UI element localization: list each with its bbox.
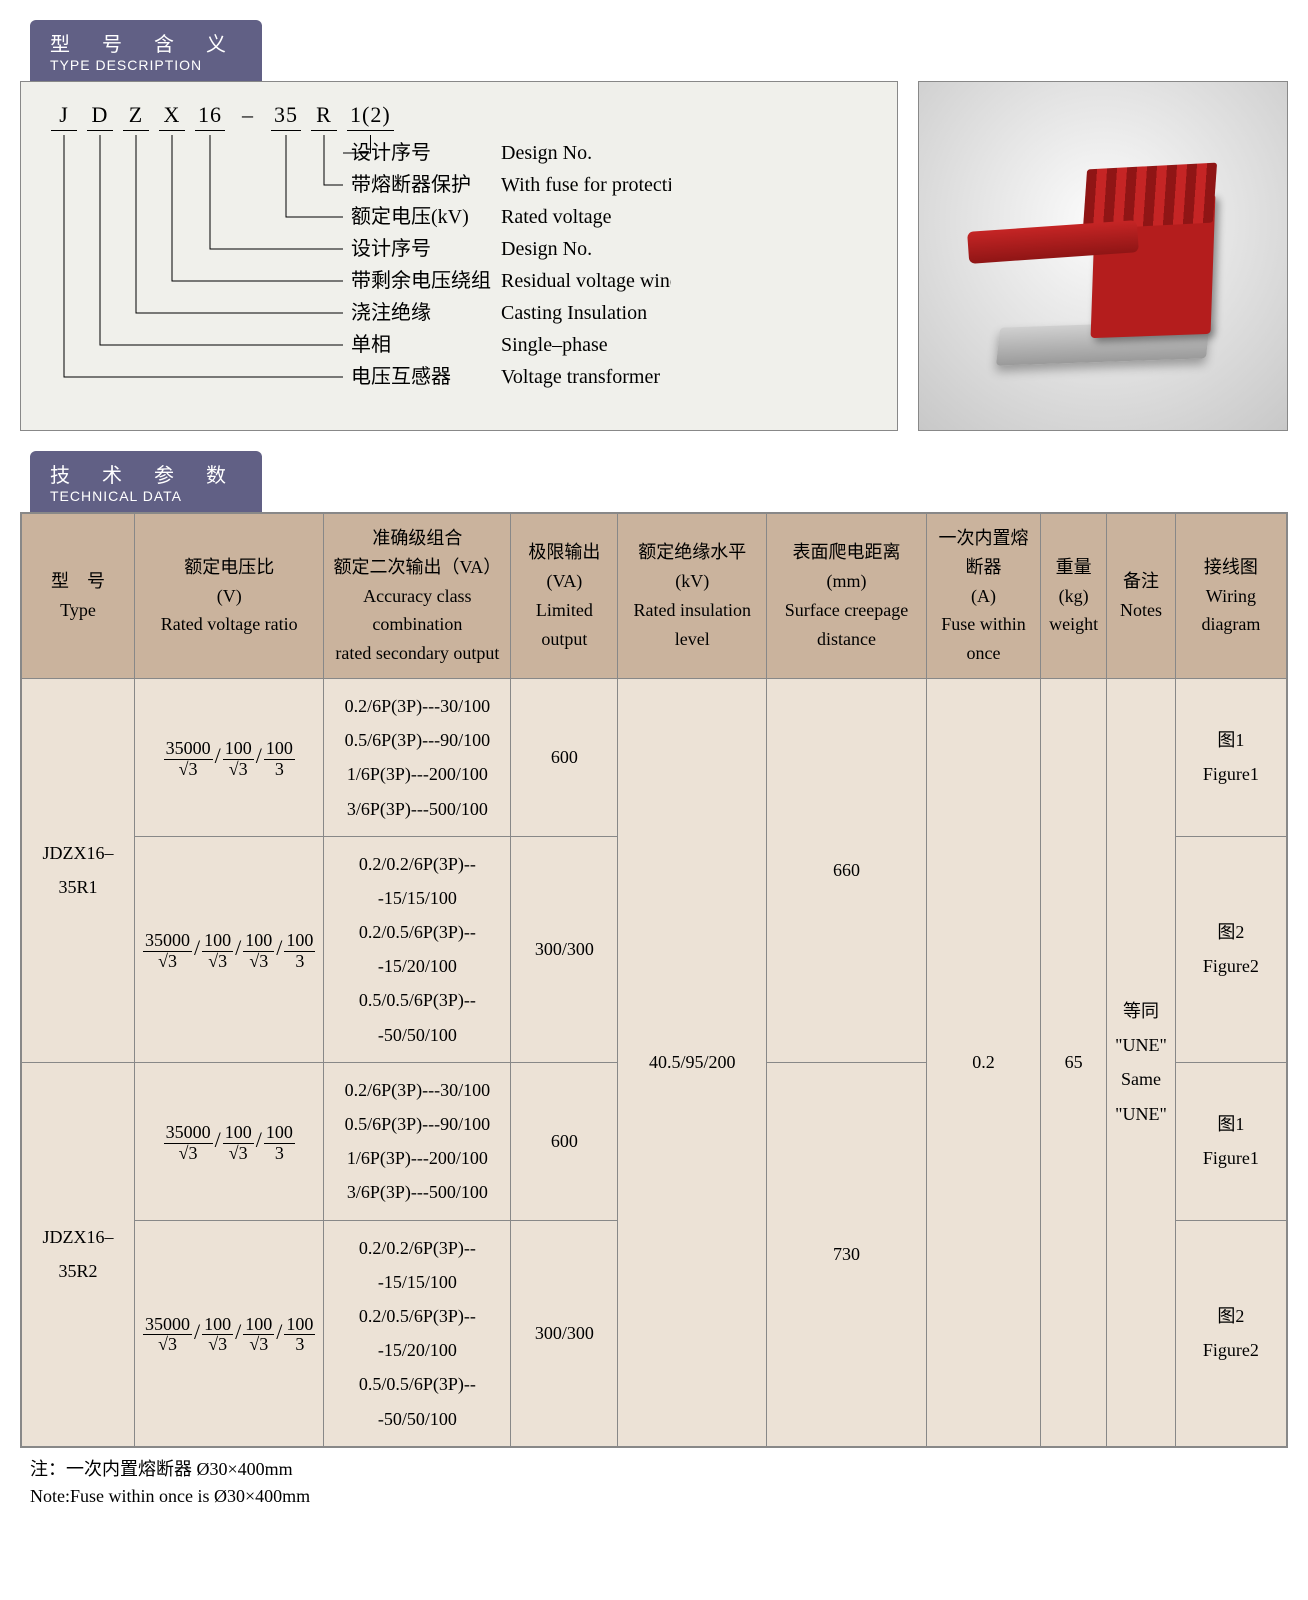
limited-cell: 300/300 (511, 836, 618, 1062)
svg-text:设计序号: 设计序号 (351, 237, 431, 260)
svg-text:With fuse for protection: With fuse for protection (501, 174, 671, 196)
table-header-cell: 一次内置熔断器(A)Fuse within once (926, 513, 1040, 678)
table-body: JDZX16–35R135000√3/100√3/10030.2/6P(3P)-… (21, 678, 1287, 1446)
code-segment: 35 (271, 102, 301, 131)
insulation-cell: 40.5/95/200 (618, 678, 767, 1446)
table-header-cell: 极限输出(VA)Limited output (511, 513, 618, 678)
wiring-cell: 图1Figure1 (1175, 678, 1287, 836)
technical-data-table: 型 号Type额定电压比(V)Rated voltage ratio准确级组合额… (20, 512, 1288, 1448)
svg-text:Voltage transformer: Voltage transformer (501, 366, 660, 388)
type-description-box: JDZX 16–35 R 1(2) 设计序号 Design No. 带熔断器保护 With … (20, 81, 898, 431)
table-row: JDZX16–35R135000√3/100√3/10030.2/6P(3P)-… (21, 678, 1287, 836)
fuse-cell: 0.2 (926, 678, 1040, 1446)
accuracy-cell: 0.2/6P(3P)---30/1000.5/6P(3P)---90/1001/… (324, 678, 511, 836)
wiring-cell: 图2Figure2 (1175, 836, 1287, 1062)
type-code-row: JDZX 16–35 R 1(2) (51, 102, 872, 131)
accuracy-cell: 0.2/0.2/6P(3P)---15/15/1000.2/0.5/6P(3P)… (324, 836, 511, 1062)
heading-cn: 技 术 参 数 (50, 465, 232, 487)
table-header-cell: 准确级组合额定二次输出（VA）Accuracy class combinatio… (324, 513, 511, 678)
creepage-cell: 660 (767, 678, 927, 1062)
top-row: JDZX 16–35 R 1(2) 设计序号 Design No. 带熔断器保护 With … (20, 81, 1288, 431)
table-header-cell: 型 号Type (21, 513, 135, 678)
ratio-cell: 35000√3/100√3/100√3/1003 (135, 1220, 324, 1447)
heading-en: TECHNICAL DATA (50, 488, 232, 504)
footnote: 注：一次内置熔断器 Ø30×400mm Note:Fuse within onc… (30, 1456, 1288, 1510)
svg-text:带熔断器保护: 带熔断器保护 (351, 173, 471, 196)
ratio-cell: 35000√3/100√3/1003 (135, 1062, 324, 1220)
svg-text:Design No.: Design No. (501, 142, 592, 164)
table-header-cell: 额定电压比(V)Rated voltage ratio (135, 513, 324, 678)
code-segment: 1(2) (347, 102, 394, 131)
ratio-cell: 35000√3/100√3/1003 (135, 678, 324, 836)
table-header-cell: 表面爬电距离(mm)Surface creepage distance (767, 513, 927, 678)
table-header-cell: 备注Notes (1107, 513, 1176, 678)
footnote-en: Note:Fuse within once is Ø30×400mm (30, 1483, 1288, 1510)
limited-cell: 300/300 (511, 1220, 618, 1447)
svg-text:电压互感器: 电压互感器 (351, 365, 451, 388)
notes-cell: 等同"UNE"Same"UNE" (1107, 678, 1176, 1446)
bracket-diagram: 设计序号 Design No. 带熔断器保护 With fuse for protec… (51, 135, 671, 405)
code-segment: R (311, 102, 337, 131)
code-segment: D (87, 102, 113, 131)
wiring-cell: 图1Figure1 (1175, 1062, 1287, 1220)
svg-text:带剩余电压绕组: 带剩余电压绕组 (351, 269, 491, 292)
accuracy-cell: 0.2/0.2/6P(3P)---15/15/1000.2/0.5/6P(3P)… (324, 1220, 511, 1447)
product-image (918, 81, 1288, 431)
svg-text:Rated voltage: Rated voltage (501, 206, 612, 228)
svg-text:Single–phase: Single–phase (501, 334, 608, 356)
heading-cn: 型 号 含 义 (50, 34, 232, 56)
code-segment: J (51, 102, 77, 131)
table-header-row: 型 号Type额定电压比(V)Rated voltage ratio准确级组合额… (21, 513, 1287, 678)
svg-text:Casting Insulation: Casting Insulation (501, 302, 647, 324)
footnote-cn: 注：一次内置熔断器 Ø30×400mm (30, 1456, 1288, 1483)
ratio-cell: 35000√3/100√3/100√3/1003 (135, 836, 324, 1062)
table-header-cell: 接线图Wiring diagram (1175, 513, 1287, 678)
limited-cell: 600 (511, 678, 618, 836)
svg-text:Design No.: Design No. (501, 238, 592, 260)
code-segment: – (235, 102, 261, 131)
code-segment: X (159, 102, 185, 131)
type-description-header: 型 号 含 义 TYPE DESCRIPTION (30, 20, 262, 81)
code-segment: Z (123, 102, 149, 131)
table-header-cell: 重量(kg)weight (1041, 513, 1107, 678)
product-shape (963, 146, 1243, 366)
svg-text:单相: 单相 (351, 333, 391, 356)
technical-data-header: 技 术 参 数 TECHNICAL DATA (30, 451, 262, 512)
code-segment: 16 (195, 102, 225, 131)
svg-text:Residual voltage winding: Residual voltage winding (501, 270, 671, 292)
product-fins (1083, 163, 1217, 230)
accuracy-cell: 0.2/6P(3P)---30/1000.5/6P(3P)---90/1001/… (324, 1062, 511, 1220)
type-cell: JDZX16–35R2 (21, 1062, 135, 1446)
table-header-cell: 额定绝缘水平(kV)Rated insulation level (618, 513, 767, 678)
weight-cell: 65 (1041, 678, 1107, 1446)
wiring-cell: 图2Figure2 (1175, 1220, 1287, 1447)
limited-cell: 600 (511, 1062, 618, 1220)
svg-text:浇注绝缘: 浇注绝缘 (351, 301, 431, 324)
heading-en: TYPE DESCRIPTION (50, 57, 232, 73)
creepage-cell: 730 (767, 1062, 927, 1446)
type-cell: JDZX16–35R1 (21, 678, 135, 1062)
svg-text:额定电压(kV): 额定电压(kV) (351, 205, 469, 228)
